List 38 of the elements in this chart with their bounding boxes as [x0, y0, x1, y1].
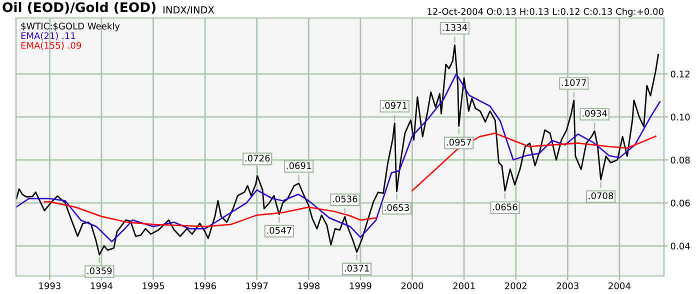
annotation: .0934	[582, 110, 608, 117]
x-tick-label: 2000	[401, 282, 424, 290]
y-tick-label: 0.08	[670, 156, 690, 164]
chart-title: Oil (EOD)/Gold (EOD)	[2, 2, 156, 14]
annotation: .0656	[493, 204, 518, 210]
text: $WTIC:$GOLD Weekly	[21, 22, 120, 32]
x-tick-label: 1998	[298, 282, 320, 290]
annotation: .0536	[332, 196, 358, 202]
y-tick-label: 0.06	[670, 200, 690, 206]
annotation: .1334	[442, 24, 468, 31]
x-tick-label: 2001	[453, 282, 475, 290]
y-tick-label: 0.04	[670, 242, 690, 250]
x-tick-label: 2004	[608, 282, 630, 290]
y-tick-label: 0.12	[670, 70, 690, 78]
annotation: .0708	[588, 192, 614, 200]
annotation: .0653	[384, 204, 409, 211]
x-tick-label: 1996	[194, 282, 216, 290]
annotation: .0371	[344, 264, 369, 272]
text: EMA(155) .09	[21, 42, 82, 50]
y-tick-label: 0.10	[670, 114, 690, 120]
text: EMA(21) .11	[21, 32, 76, 40]
x-tick-label: 1999	[350, 282, 372, 290]
x-tick-label: 1997	[246, 282, 268, 290]
annotation: .0957	[446, 138, 472, 146]
annotation: .0971	[382, 102, 407, 109]
annotation: .0691	[286, 162, 311, 170]
chart-subtitle: INDX/INDX	[164, 6, 214, 14]
x-tick-label: 2003	[556, 282, 578, 290]
x-tick-label: 1994	[90, 282, 112, 290]
x-tick-label: 2002	[505, 282, 526, 290]
annotation: .0359	[87, 267, 112, 274]
x-tick-label: 1993	[39, 282, 60, 290]
text: 12-Oct-2004 O:0.13 H:0.13 L:0.12 C:0.13 Chg:+0.00	[428, 8, 664, 17]
annotation: .0547	[267, 226, 292, 234]
x-tick-label: 1995	[142, 282, 164, 290]
annotation: .1077	[562, 79, 586, 86]
annotation: .0726	[245, 154, 270, 162]
line-series	[16, 73, 661, 242]
